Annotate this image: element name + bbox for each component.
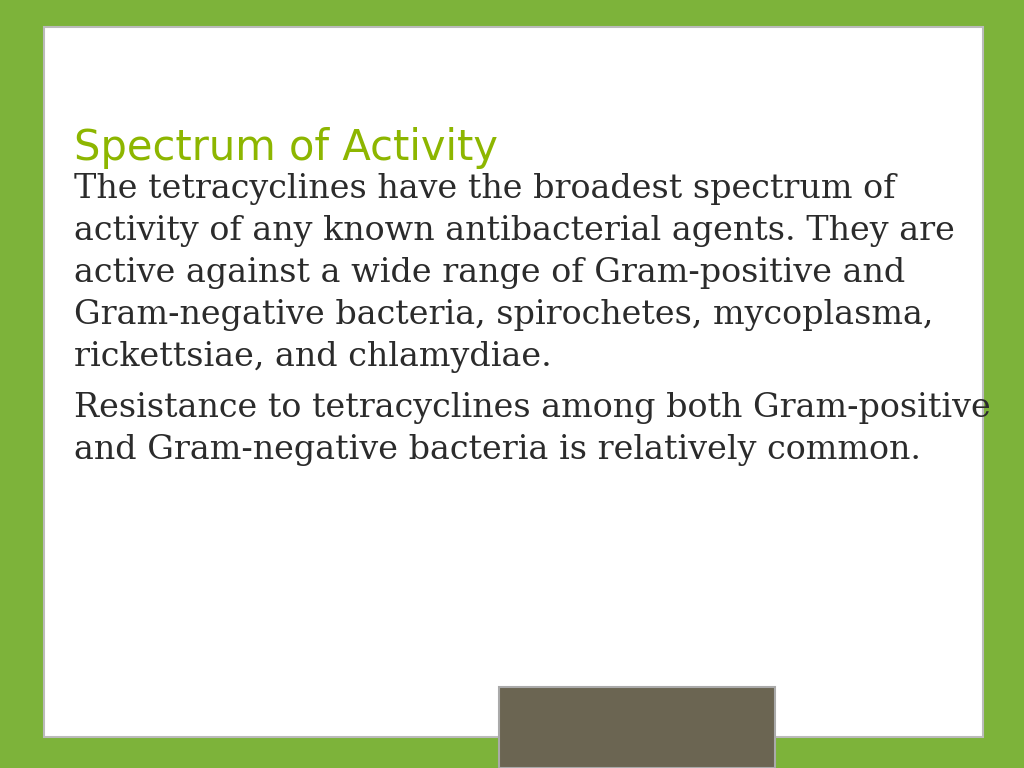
Bar	[499, 687, 775, 768]
Text: The tetracyclines have the broadest spectrum of
activity of any known antibacter: The tetracyclines have the broadest spec…	[74, 173, 954, 372]
Text: Spectrum of Activity: Spectrum of Activity	[74, 127, 498, 169]
Text: Resistance to tetracyclines among both Gram-positive
and Gram-negative bacteria : Resistance to tetracyclines among both G…	[74, 392, 990, 465]
